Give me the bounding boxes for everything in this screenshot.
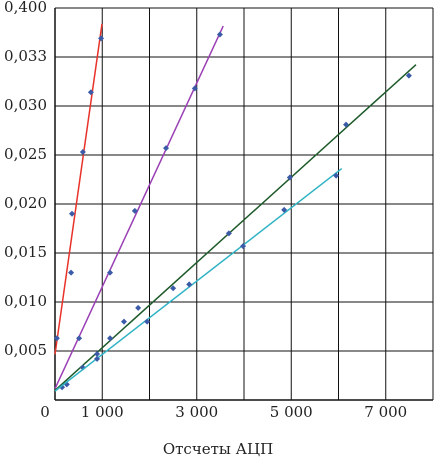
data-point	[240, 243, 247, 250]
data-point	[94, 355, 101, 362]
fit-line	[54, 25, 224, 389]
data-point	[87, 89, 94, 96]
x-tick-label: 0	[40, 403, 50, 421]
data-point	[286, 174, 293, 181]
x-tick-label: 1 000	[81, 403, 124, 421]
data-point	[333, 172, 340, 179]
data-point	[225, 230, 232, 237]
data-point	[163, 145, 170, 152]
y-tick-label: 0,010	[4, 292, 47, 310]
data-point	[107, 335, 114, 342]
y-tick-label: 0,033	[4, 47, 47, 65]
y-tick-label: 0,015	[4, 243, 47, 261]
y-tick-label: 0,400	[4, 0, 47, 16]
y-tick-label: 0,030	[4, 96, 47, 114]
x-tick-label: 5 000	[270, 403, 313, 421]
data-point	[79, 149, 86, 156]
data-point	[76, 335, 83, 342]
data-point	[191, 85, 198, 92]
data-point	[68, 269, 75, 276]
data-point	[53, 335, 60, 342]
data-point	[107, 269, 114, 276]
data-point	[120, 318, 127, 325]
data-point	[281, 206, 288, 213]
data-point	[343, 121, 350, 128]
data-point	[405, 72, 412, 79]
fit-line	[54, 64, 417, 391]
data-point	[131, 207, 138, 214]
data-point	[216, 31, 223, 38]
data-point	[94, 350, 101, 357]
x-axis-label: Отсчеты АЦП	[163, 440, 273, 458]
x-tick-label: 3 000	[175, 403, 218, 421]
y-tick-label: 0,005	[4, 341, 47, 359]
y-tick-label: 0,025	[4, 145, 47, 163]
data-point	[98, 35, 105, 42]
data-point	[186, 281, 193, 288]
x-tick-label: 7 000	[364, 403, 407, 421]
data-point	[135, 304, 142, 311]
data-point	[170, 285, 177, 292]
data-point	[144, 318, 151, 325]
data-point	[59, 384, 66, 391]
fit-line	[54, 167, 343, 392]
y-tick-label: 0,020	[4, 194, 47, 212]
fit-line	[54, 23, 103, 355]
data-point	[69, 210, 76, 217]
